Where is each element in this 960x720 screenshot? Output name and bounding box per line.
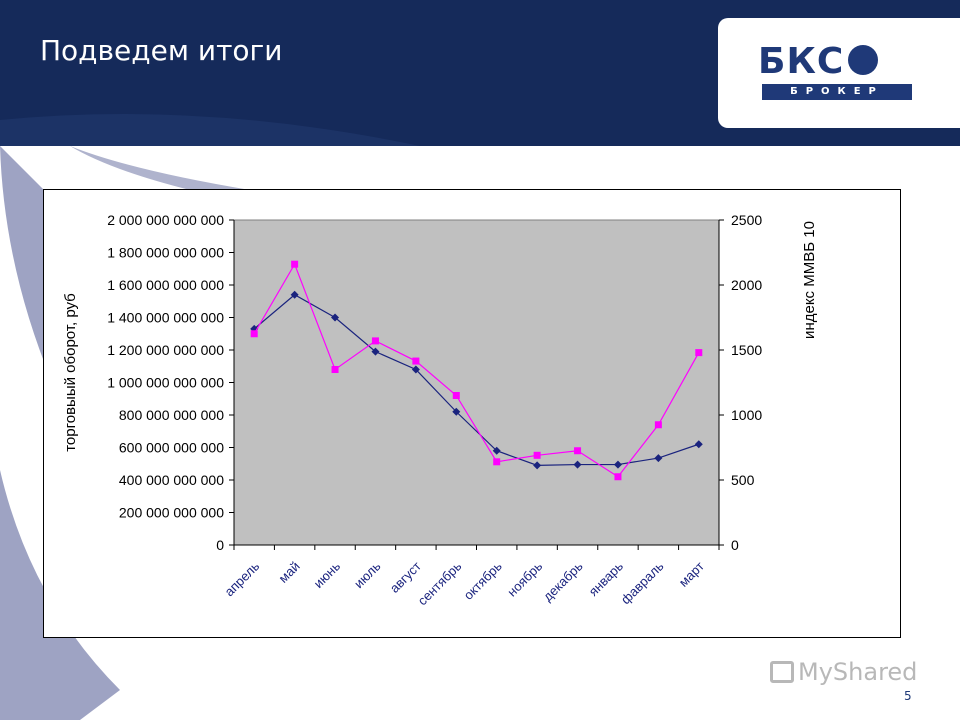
line-chart: 0 200 000 000 000 400 000 000 000 600 000 0… <box>62 212 818 608</box>
right-axis-tick-label: 500 <box>731 472 755 488</box>
company-logo: БКС БРОКЕР <box>718 18 960 128</box>
series-2-point <box>250 330 258 338</box>
right-axis-tick-label: 1000 <box>731 407 762 423</box>
series-2-point <box>331 366 339 373</box>
series-1-point <box>452 407 461 416</box>
background-arc-3 <box>70 146 250 190</box>
x-axis-tick-label: декабрь <box>540 558 586 604</box>
series-1-point <box>533 461 542 470</box>
left-axis-tick-label: 1 400 000 000 000 <box>107 310 224 326</box>
left-axis-tick-label: 0 <box>216 537 224 553</box>
plot-area <box>233 219 720 546</box>
series-1-point <box>492 446 501 455</box>
x-axis-tick-label: сентябрь <box>415 558 465 608</box>
series-2-point <box>533 451 541 459</box>
series-2-point <box>452 392 460 399</box>
watermark-icon <box>770 661 794 683</box>
series-1-point <box>654 454 663 463</box>
left-axis-tick-label: 600 000 000 000 <box>119 440 224 456</box>
left-axis-tick-label: 400 000 000 000 <box>119 472 224 488</box>
series-2-point <box>371 337 379 345</box>
series-2-line <box>253 262 700 478</box>
left-axis-tick-label: 200 000 000 000 <box>119 505 224 521</box>
header-swoosh-shape <box>0 113 420 146</box>
left-axis-tick-label: 1 200 000 000 000 <box>107 342 224 358</box>
left-axis-tick-label: 1 000 000 000 000 <box>107 375 224 391</box>
series-1-point <box>371 347 380 356</box>
series-1-point <box>290 290 299 299</box>
x-axis-tick-label: октябрь <box>461 558 505 602</box>
series-1-point <box>613 460 622 469</box>
series-1-point <box>573 460 582 469</box>
series-2-point <box>493 458 501 466</box>
right-axis-tick-label: 1500 <box>731 342 762 358</box>
page-number: 5 <box>904 689 912 703</box>
series-2-point <box>291 260 299 268</box>
right-axis-tick-label: 2000 <box>731 277 762 293</box>
left-axis-tick-label: 1 800 000 000 000 <box>107 245 224 261</box>
globe-icon <box>848 45 879 75</box>
series-2-point <box>614 473 622 481</box>
background-arc-1 <box>0 146 95 470</box>
chart-frame: 0 200 000 000 000 400 000 000 000 600 000 0… <box>43 189 901 638</box>
series-1-point <box>694 440 703 449</box>
logo-letters: БКС <box>758 41 879 82</box>
series-2-point <box>654 421 662 429</box>
left-axis-tick-label: 1 600 000 000 000 <box>107 277 224 293</box>
series-1-point <box>411 365 420 374</box>
series-1-point <box>331 313 340 322</box>
left-axis-tick-label: 800 000 000 000 <box>119 407 224 423</box>
slide-title: Подведем итоги <box>40 34 283 67</box>
x-axis-tick-label: июнь <box>311 558 344 591</box>
x-axis-tick-label: май <box>276 559 303 586</box>
slide-header: Подведем итоги БКС БРОКЕР <box>0 0 960 146</box>
logo-subtitle: БРОКЕР <box>762 84 912 100</box>
right-axis-tick-label: 0 <box>731 537 739 553</box>
background-arc-2 <box>0 470 120 720</box>
right-axis-title: индекс ММВБ 10 <box>801 221 818 339</box>
x-axis-tick-label: март <box>676 558 707 589</box>
right-axis-tick-label: 2500 <box>731 212 762 228</box>
x-axis-tick-label: июль <box>351 558 384 591</box>
series-2-point <box>574 447 582 455</box>
x-axis-tick-label: фавраль <box>618 558 667 607</box>
x-axis-tick-label: август <box>387 558 424 595</box>
left-axis-tick-label: 2 000 000 000 000 <box>107 212 224 228</box>
left-axis-title: торговыый оборот, руб <box>62 293 79 452</box>
series-2-point <box>695 349 703 357</box>
header-swoosh <box>0 113 420 146</box>
series-1-line <box>253 294 699 466</box>
x-axis-tick-label: апрель <box>222 558 263 599</box>
series-2-point <box>412 357 420 365</box>
watermark: MyShared <box>770 658 917 686</box>
